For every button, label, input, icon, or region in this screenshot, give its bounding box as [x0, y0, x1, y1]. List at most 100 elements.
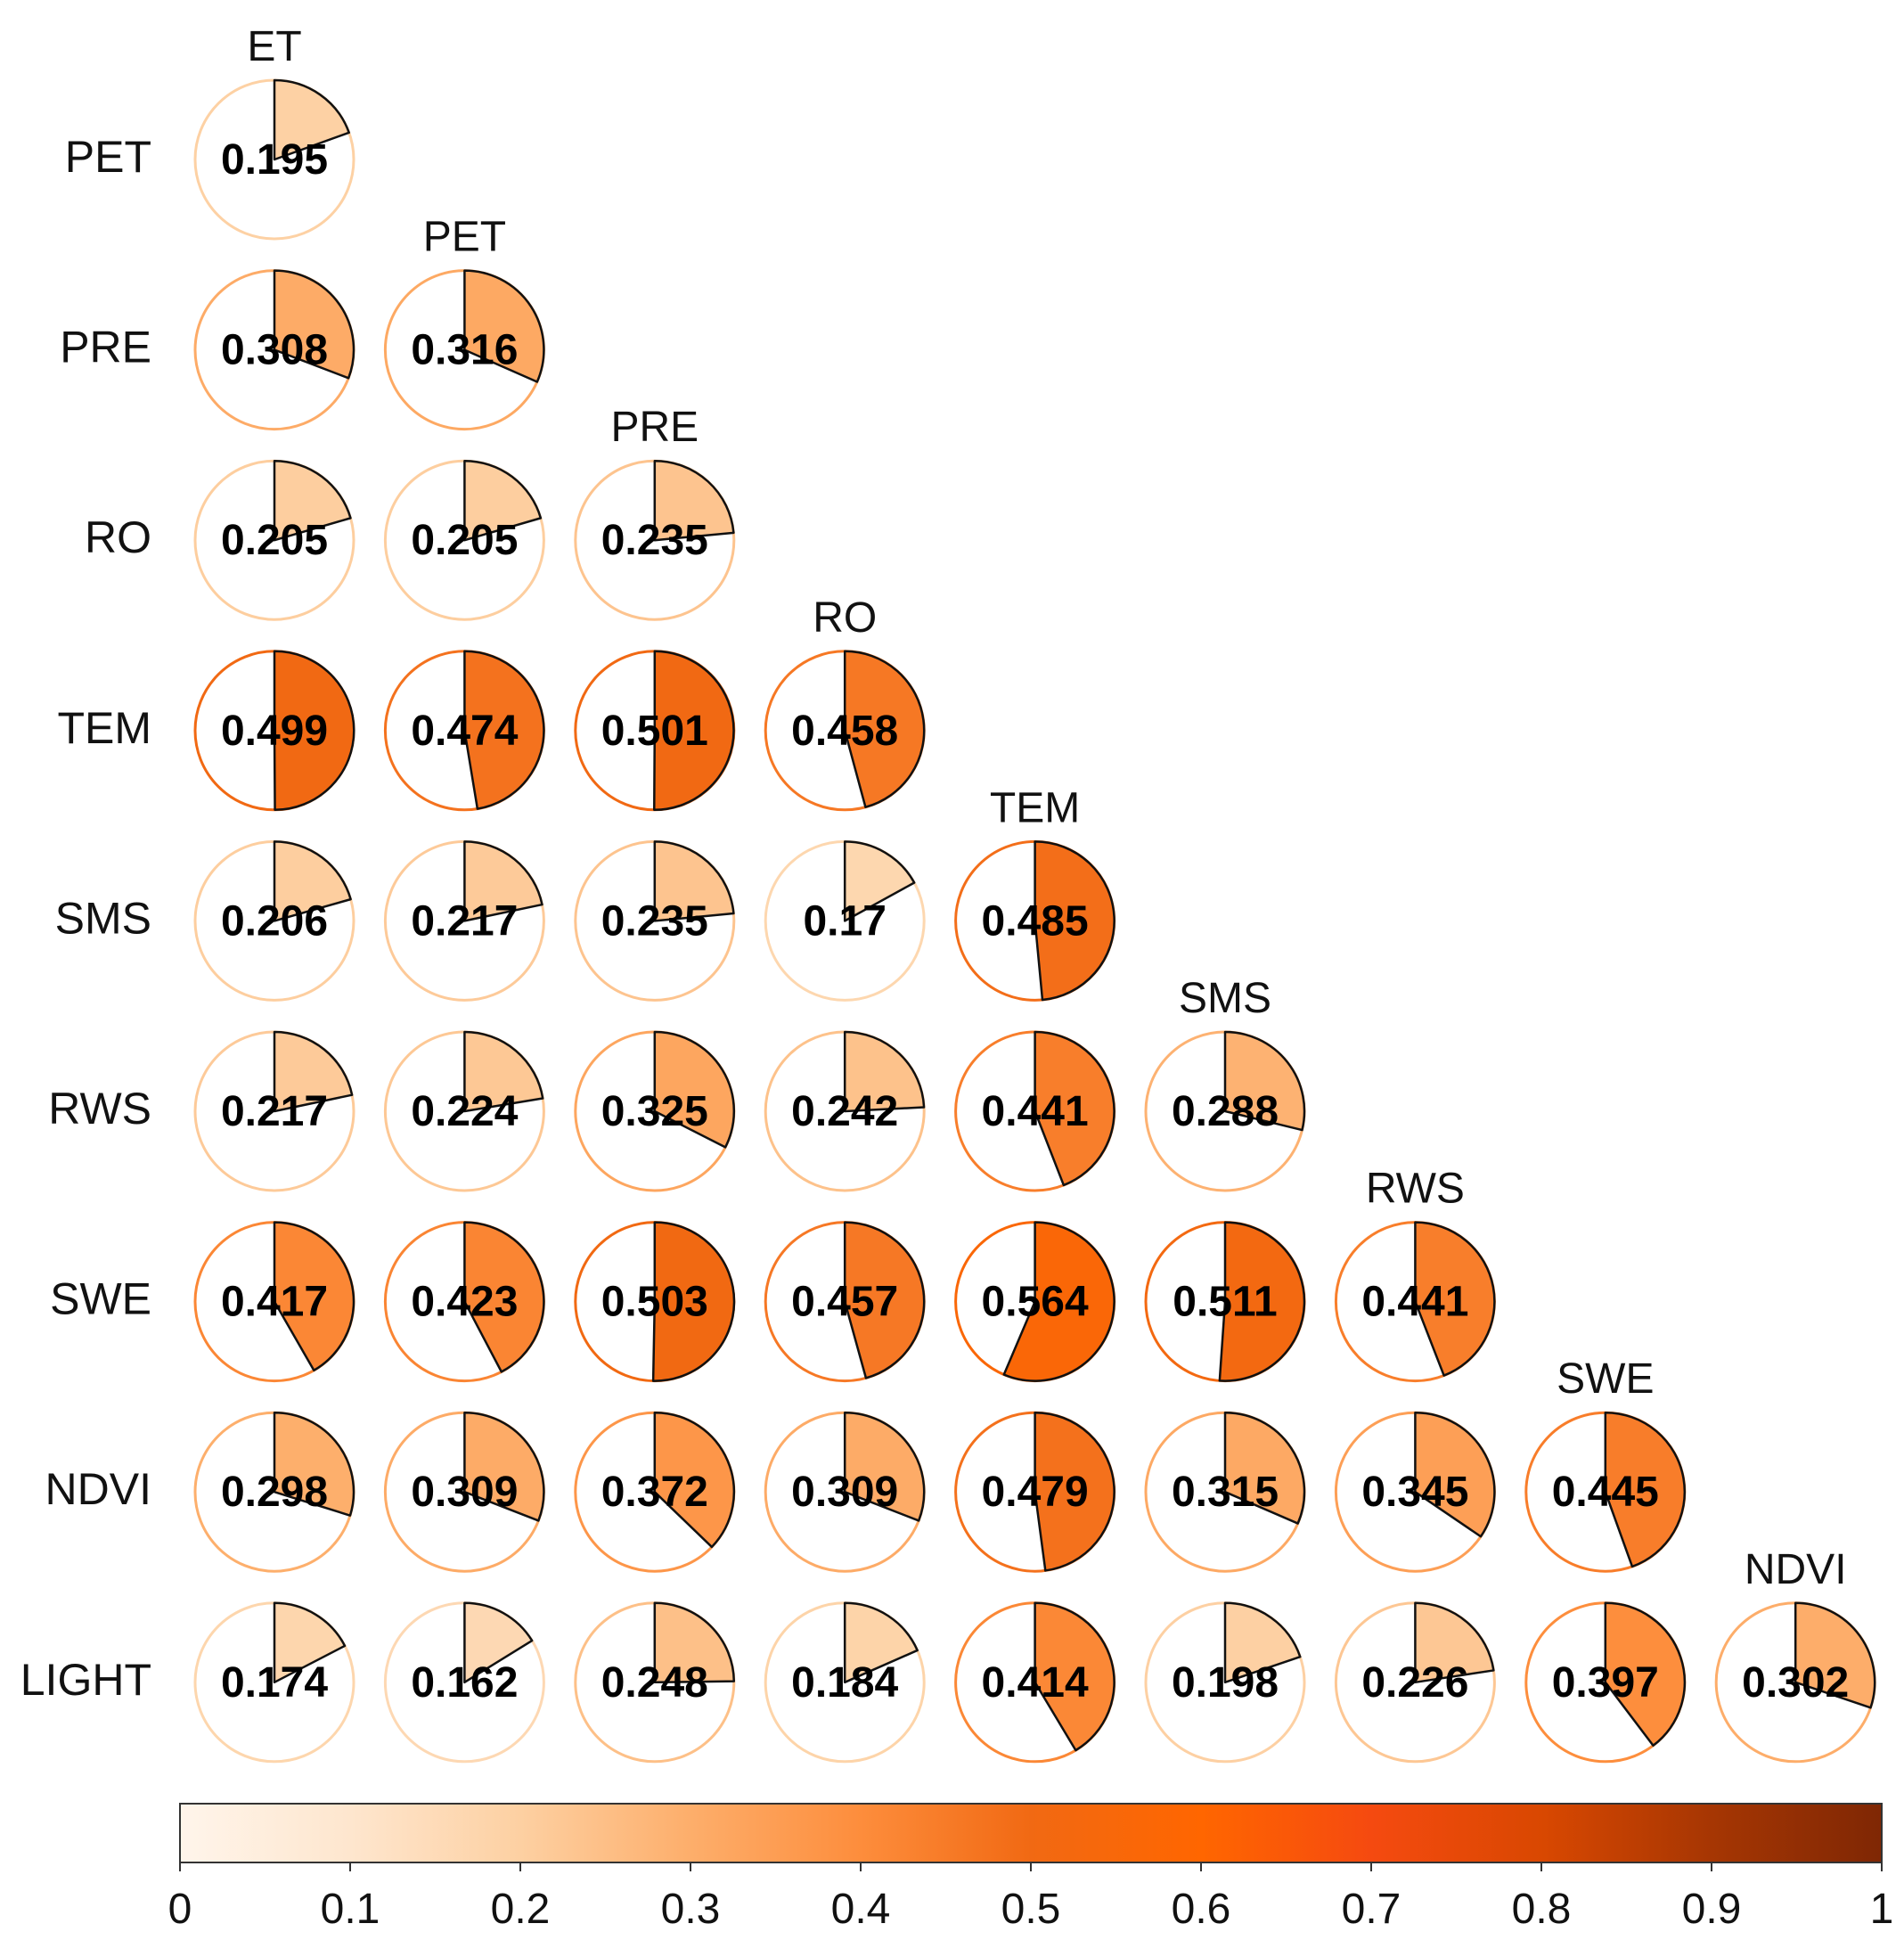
pie-wedge-r9c1 — [273, 1601, 347, 1684]
pie-wedge-r7c3 — [651, 1221, 736, 1382]
pie-value-label-r9c2: 0.162 — [411, 1659, 518, 1707]
pie-value-label-r5c4: 0.17 — [803, 897, 886, 945]
pie-value-label-r9c5: 0.414 — [982, 1659, 1089, 1707]
pie-wedge-r6c6 — [1223, 1030, 1306, 1132]
pie-value-label-r5c5: 0.485 — [982, 897, 1089, 945]
pie-value-label-r6c1: 0.217 — [221, 1088, 328, 1135]
pie-value-label-r2c2: 0.316 — [411, 327, 518, 374]
colorbar-tick-label-2: 0.2 — [491, 1886, 551, 1933]
pie-value-label-r8c8: 0.445 — [1552, 1469, 1659, 1516]
pie-value-label-r8c7: 0.345 — [1361, 1469, 1468, 1516]
pie-value-label-r7c7: 0.441 — [1361, 1279, 1468, 1326]
pie-wedge-r4c3 — [652, 650, 735, 812]
pie-wedge-r9c6 — [1223, 1601, 1302, 1684]
column-label-et: ET — [247, 23, 301, 70]
pie-wedge-r8c1 — [273, 1411, 355, 1517]
pie-wedge-r6c1 — [273, 1030, 354, 1113]
pie-value-label-r3c2: 0.205 — [411, 517, 518, 564]
row-label-pet: PET — [65, 132, 151, 182]
pie-wedge-r7c7 — [1414, 1221, 1496, 1377]
column-label-pet: PET — [423, 214, 506, 261]
pie-wedge-r7c5 — [1002, 1221, 1115, 1382]
colorbar-tick-label-6: 0.6 — [1172, 1886, 1231, 1933]
row-label-light: LIGHT — [20, 1655, 151, 1705]
pie-wedge-r5c2 — [463, 840, 543, 922]
column-label-swe: SWE — [1557, 1355, 1654, 1403]
pie-wedge-r5c4 — [843, 840, 916, 922]
pie-value-label-r6c5: 0.441 — [982, 1088, 1089, 1135]
pie-wedge-r8c6 — [1223, 1411, 1306, 1525]
colorbar-tick-label-9: 0.9 — [1682, 1886, 1742, 1933]
pie-value-label-r9c4: 0.184 — [791, 1659, 898, 1707]
pie-value-label-r4c3: 0.501 — [601, 708, 708, 755]
pie-wedge-r9c9 — [1794, 1601, 1876, 1709]
column-label-pre: PRE — [610, 404, 699, 451]
pie-value-label-r4c4: 0.458 — [791, 708, 898, 755]
column-label-ndvi: NDVI — [1745, 1546, 1847, 1593]
pie-value-label-r8c3: 0.372 — [601, 1469, 708, 1516]
pie-value-label-r6c2: 0.224 — [411, 1088, 518, 1135]
column-label-tem: TEM — [990, 784, 1080, 831]
row-label-ndvi: NDVI — [45, 1464, 151, 1514]
pie-wedge-r2c2 — [463, 269, 545, 383]
pie-value-label-r2c1: 0.308 — [221, 327, 328, 374]
pie-wedge-r8c4 — [843, 1411, 926, 1522]
pie-value-label-r4c2: 0.474 — [411, 708, 518, 755]
pie-wedge-r7c2 — [463, 1221, 545, 1373]
pie-value-label-r8c1: 0.298 — [221, 1469, 328, 1516]
pie-wedge-r6c4 — [843, 1030, 926, 1113]
pie-value-label-r7c2: 0.423 — [411, 1279, 518, 1326]
pie-wedge-r7c1 — [273, 1221, 355, 1372]
pie-wedge-r7c6 — [1218, 1221, 1306, 1382]
pie-wedge-r2c1 — [273, 269, 355, 380]
pie-wedge-r7c4 — [843, 1221, 926, 1379]
pie-value-label-r6c4: 0.242 — [791, 1088, 898, 1135]
row-label-rws: RWS — [48, 1084, 151, 1134]
pie-value-label-r9c7: 0.226 — [1361, 1659, 1468, 1707]
colorbar-tick-label-1: 0.1 — [321, 1886, 380, 1933]
column-label-sms: SMS — [1179, 975, 1271, 1022]
column-label-ro: RO — [813, 594, 877, 642]
pie-wedge-r8c7 — [1414, 1411, 1496, 1538]
row-label-ro: RO — [85, 512, 151, 562]
pie-wedge-r1c1 — [273, 78, 350, 161]
row-label-pre: PRE — [60, 323, 151, 372]
row-label-tem: TEM — [57, 703, 151, 753]
row-label-swe: SWE — [50, 1274, 151, 1324]
pie-wedge-r6c2 — [463, 1030, 544, 1113]
colorbar — [179, 1803, 1883, 1863]
colorbar-tick-label-7: 0.7 — [1342, 1886, 1401, 1933]
pie-wedge-r8c3 — [653, 1411, 736, 1549]
pie-value-label-r7c4: 0.457 — [791, 1279, 898, 1326]
pie-wedge-r8c2 — [463, 1411, 545, 1522]
colorbar-tick-label-10: 1 — [1870, 1886, 1894, 1933]
pie-wedge-r9c5 — [1034, 1601, 1115, 1752]
pie-value-label-r9c8: 0.397 — [1552, 1659, 1659, 1707]
pie-value-label-r9c6: 0.198 — [1172, 1659, 1279, 1707]
pie-value-label-r5c3: 0.235 — [601, 897, 708, 945]
colorbar-tick-label-4: 0.4 — [831, 1886, 891, 1933]
pie-value-label-r6c6: 0.288 — [1172, 1088, 1279, 1135]
pie-value-label-r6c3: 0.325 — [601, 1088, 708, 1135]
pie-value-label-r8c5: 0.479 — [982, 1469, 1089, 1516]
colorbar-tick-label-0: 0 — [168, 1886, 192, 1933]
column-label-rws: RWS — [1366, 1166, 1465, 1213]
pie-wedge-r5c1 — [273, 840, 352, 922]
pie-value-label-r1c1: 0.195 — [221, 136, 328, 184]
pie-value-label-r9c9: 0.302 — [1742, 1659, 1849, 1707]
pie-wedge-r6c3 — [653, 1030, 735, 1149]
pie-value-label-r3c1: 0.205 — [221, 517, 328, 564]
row-label-sms: SMS — [55, 893, 151, 943]
pie-wedge-r3c3 — [653, 459, 735, 542]
colorbar-tick-label-3: 0.3 — [661, 1886, 721, 1933]
pie-value-label-r8c6: 0.315 — [1172, 1469, 1279, 1516]
pie-wedge-r9c2 — [463, 1601, 534, 1684]
pie-value-label-r7c6: 0.511 — [1173, 1279, 1277, 1326]
pie-value-label-r5c1: 0.206 — [221, 897, 328, 945]
pie-value-label-r3c3: 0.235 — [601, 517, 708, 564]
colorbar-tick-label-8: 0.8 — [1512, 1886, 1572, 1933]
pie-wedge-r3c2 — [463, 459, 543, 542]
pie-wedge-r8c5 — [1034, 1411, 1115, 1572]
pie-wedge-r9c3 — [653, 1601, 736, 1684]
